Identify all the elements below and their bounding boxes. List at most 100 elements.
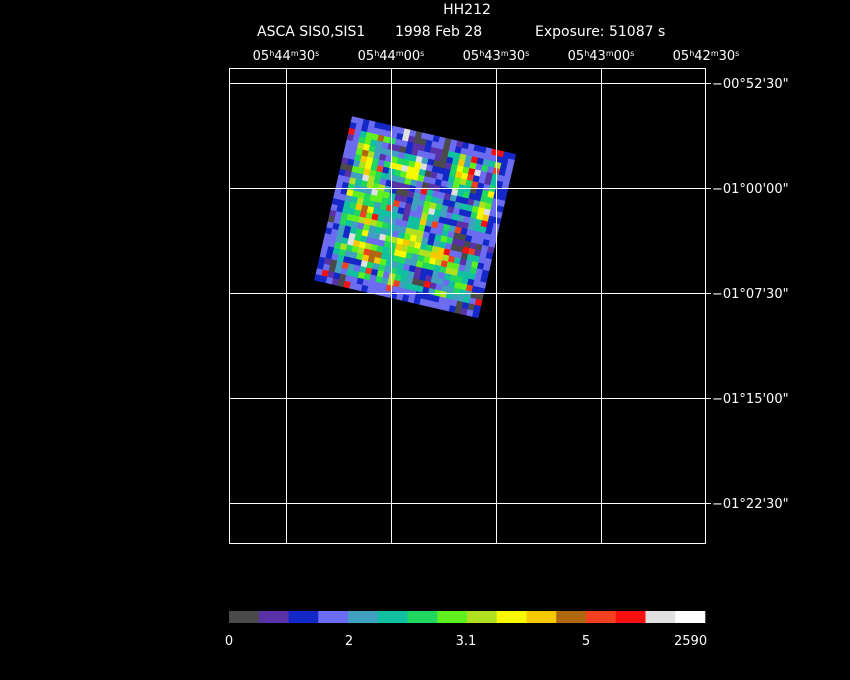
- colorbar-cell: [229, 611, 260, 623]
- image-pixel: [355, 228, 364, 236]
- image-pixel: [321, 269, 330, 278]
- image-pixel: [352, 239, 361, 248]
- image-pixel: [384, 154, 393, 163]
- image-pixel: [442, 223, 451, 232]
- image-pixel: [379, 283, 388, 291]
- labels: 05h44m30s 05h44m00s 05h43m30s 05h43m00s 05h4…: [253, 49, 789, 512]
- image-pixel: [418, 248, 427, 257]
- image-pixel: [361, 174, 370, 182]
- image-pixel: [441, 149, 450, 158]
- image-pixel: [394, 138, 403, 147]
- image-pixel: [314, 274, 322, 282]
- image-pixel: [436, 222, 445, 231]
- image-pixel: [411, 198, 420, 206]
- image-pixel: [357, 271, 366, 280]
- image-pixel: [449, 169, 457, 178]
- image-pixel: [385, 259, 393, 268]
- image-pixel: [427, 158, 435, 167]
- image-pixel: [429, 226, 438, 235]
- image-pixel: [368, 145, 377, 153]
- image-pixel: [379, 203, 388, 211]
- image-pixel: [418, 144, 426, 152]
- dec-label: −01°15'00": [712, 392, 789, 407]
- image-pixel: [377, 239, 386, 248]
- image-pixel: [400, 220, 409, 228]
- image-pixel: [440, 155, 448, 164]
- image-pixel: [433, 209, 442, 218]
- image-pixel: [320, 275, 328, 284]
- image-pixel: [452, 207, 461, 216]
- colorbar-label: 3.1: [456, 634, 477, 649]
- image-pixel: [391, 125, 400, 134]
- date: 1998 Feb 28: [395, 24, 482, 40]
- image-pixel: [379, 123, 388, 131]
- image-pixel: [448, 225, 457, 233]
- image-pixel: [387, 278, 395, 287]
- unit: m: [711, 49, 719, 58]
- image-pixel: [392, 199, 401, 208]
- image-pixel: [472, 279, 481, 288]
- image-pixel: [469, 266, 478, 275]
- image-pixel: [328, 265, 337, 273]
- image-pixel: [458, 208, 467, 217]
- image-pixel: [487, 190, 495, 199]
- image-pixel: [340, 212, 349, 221]
- image-pixel: [396, 237, 405, 246]
- image-pixel: [449, 219, 458, 227]
- image-pixel: [473, 304, 482, 313]
- image-pixel: [476, 262, 485, 271]
- image-pixel: [378, 233, 387, 242]
- image-pixel: [338, 168, 347, 177]
- image-pixel: [482, 158, 491, 167]
- image-pixel: [397, 151, 406, 160]
- image-pixel: [355, 252, 364, 261]
- image-pixel: [405, 276, 414, 285]
- image-pixel: [391, 230, 400, 239]
- image-pixel: [458, 264, 466, 272]
- image-pixel: [380, 172, 389, 181]
- unit: m: [291, 49, 299, 58]
- colorbar-label: 2: [345, 634, 353, 649]
- image-pixel: [472, 150, 480, 159]
- image-pixel: [418, 273, 427, 282]
- image-pixel: [335, 260, 344, 269]
- image-pixel: [364, 267, 373, 276]
- image-pixel: [441, 254, 450, 263]
- image-pixel: [411, 278, 420, 286]
- image-pixel: [437, 167, 446, 175]
- image-pixel: [370, 268, 379, 277]
- image-pixel: [347, 127, 356, 136]
- image-pixel: [432, 215, 441, 223]
- image-pixel: [349, 226, 358, 235]
- image-pixel: [358, 216, 366, 225]
- image-pixel: [375, 195, 384, 204]
- image-pixel: [469, 162, 478, 170]
- image-pixel: [433, 264, 442, 273]
- image-pixel: [362, 199, 370, 207]
- image-pixel: [392, 255, 401, 263]
- image-pixel: [333, 192, 341, 200]
- image-pixel: [383, 160, 392, 169]
- image-pixel: [368, 280, 376, 289]
- image-pixel: [440, 180, 449, 188]
- image-pixel: [394, 194, 402, 202]
- image-pixel: [406, 166, 415, 174]
- image-pixel: [435, 148, 444, 156]
- image-pixel: [352, 215, 361, 223]
- image-pixel: [326, 221, 334, 230]
- image-pixel: [418, 193, 427, 202]
- image-pixel: [395, 243, 403, 252]
- image-pixel: [421, 157, 429, 165]
- image-pixel: [461, 302, 470, 310]
- image-pixel: [442, 303, 451, 312]
- image-pixel: [423, 280, 432, 289]
- image-pixel: [370, 243, 379, 252]
- image-pixel: [457, 214, 465, 223]
- image-pixel: [443, 193, 452, 201]
- image-pixel: [386, 253, 395, 262]
- number: 00: [404, 49, 421, 64]
- image-pixel: [332, 222, 340, 231]
- colorbar-cell: [467, 611, 498, 623]
- image-pixel: [369, 219, 378, 227]
- image-pixel: [475, 188, 484, 196]
